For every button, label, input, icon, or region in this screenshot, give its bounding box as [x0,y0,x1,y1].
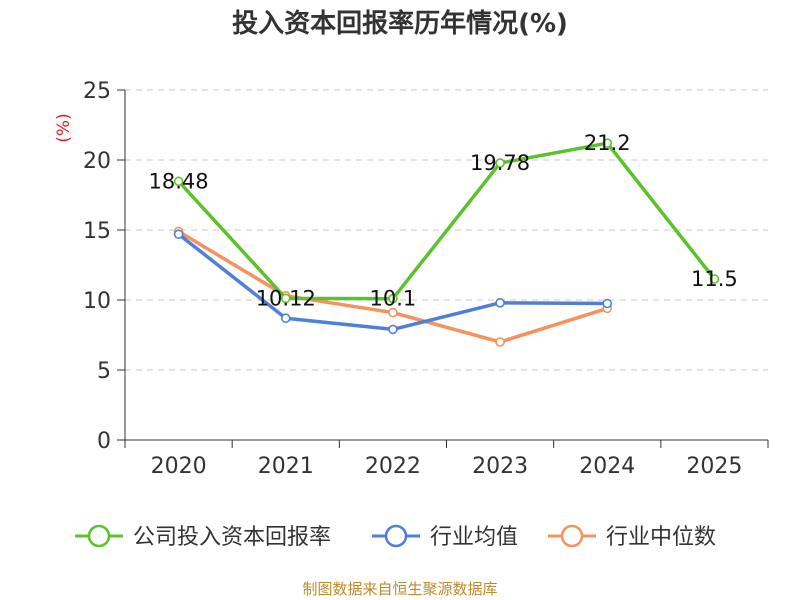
series-group [173,138,720,347]
data-label: 19.78 [470,151,530,175]
series-line-0 [177,141,716,301]
data-label: 21.2 [584,131,631,155]
y-tick-label: 20 [83,149,111,174]
data-point [173,176,184,187]
legend-swatch-marker [384,524,408,548]
data-point [709,274,720,284]
x-tick-label: 2020 [151,454,207,479]
y-axis-label: (%) [54,113,74,142]
data-point [495,297,505,308]
chart-title: 投入资本回报率历年情况(%) [232,9,568,39]
x-tick-label: 2023 [472,454,528,479]
data-label: 18.48 [149,169,209,193]
data-labels: 18.48 10.12 10.1 19.78 21.2 11.5 [149,131,738,310]
data-label: 10.12 [256,286,316,310]
x-tick-label: 2022 [365,454,421,479]
data-point [173,229,184,239]
legend: 公司投入资本回报率 行业均值 行业中位数 [75,524,716,550]
y-tick-label: 15 [83,219,111,244]
legend-item-0: 公司投入资本回报率 [75,524,331,550]
data-point [602,138,613,148]
x-tick-label: 2024 [579,454,635,479]
legend-swatch-marker [87,524,111,548]
data-label: 11.5 [691,267,738,291]
source-note: 制图数据来自恒生聚源数据库 [302,580,498,598]
legend-label: 行业中位数 [606,525,716,550]
data-point [602,298,613,309]
x-tick-label: 2021 [258,454,314,479]
data-point [495,158,505,168]
y-tick-label: 5 [97,359,111,384]
data-label: 10.1 [370,287,417,311]
legend-item-1: 行业均值 [372,524,518,550]
data-point [280,313,291,324]
legend-swatch-marker [560,524,584,548]
data-point [388,324,398,335]
legend-item-2: 行业中位数 [548,524,716,550]
data-point [280,293,291,304]
legend-label: 行业均值 [430,525,518,550]
data-point [495,337,505,347]
data-point [388,293,398,304]
y-tick-label: 0 [97,429,111,454]
y-tick-label: 10 [83,289,111,314]
y-tick-label: 25 [83,79,111,104]
data-point [388,307,398,318]
x-tick-label: 2025 [686,454,742,479]
legend-label: 公司投入资本回报率 [133,525,331,550]
